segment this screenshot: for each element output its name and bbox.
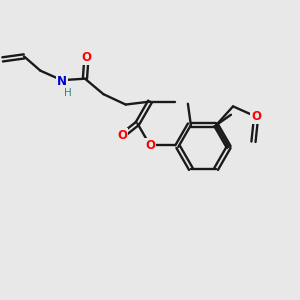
- Text: O: O: [251, 110, 261, 123]
- Text: O: O: [118, 129, 128, 142]
- Text: O: O: [145, 139, 155, 152]
- Text: N: N: [57, 75, 67, 88]
- Text: O: O: [81, 51, 92, 64]
- Text: H: H: [64, 88, 72, 98]
